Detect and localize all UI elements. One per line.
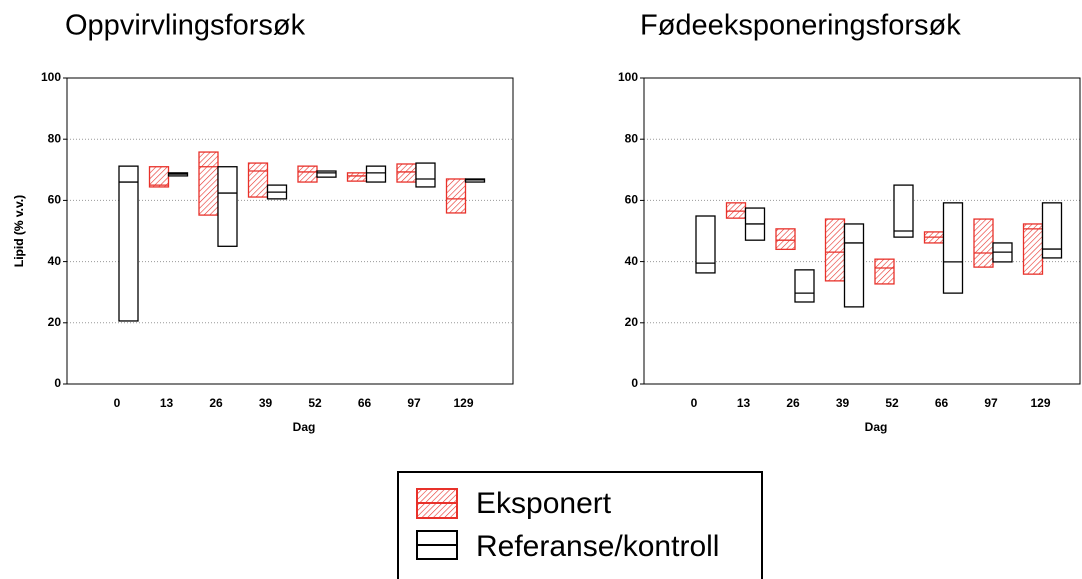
y-tick-label: 20 bbox=[48, 315, 62, 329]
range-box bbox=[843, 223, 865, 308]
range-box bbox=[415, 162, 436, 188]
x-tick-label: 13 bbox=[737, 396, 751, 410]
y-tick-label: 0 bbox=[631, 376, 638, 390]
legend-label: Eksponert bbox=[476, 487, 612, 520]
plot-frame bbox=[643, 77, 1081, 385]
y-axis-label: Lipid (% v.v.) bbox=[12, 195, 26, 267]
y-axis-label: Lipid (% v.v.) bbox=[12, 195, 26, 267]
range-box bbox=[148, 166, 170, 188]
range-box bbox=[775, 228, 796, 251]
x-tick-label: 129 bbox=[453, 396, 473, 410]
y-tick-label: 60 bbox=[625, 193, 639, 207]
y-tick-label: 80 bbox=[48, 131, 62, 145]
range-box bbox=[346, 172, 368, 182]
y-tick-label: 60 bbox=[48, 193, 62, 207]
chart-title: Oppvirvlingsforsøk bbox=[65, 10, 306, 42]
range-box bbox=[396, 163, 417, 183]
x-axis-label: Dag bbox=[293, 420, 316, 434]
y-tick-label: 100 bbox=[618, 70, 638, 84]
y-tick-label: 100 bbox=[41, 70, 61, 84]
chart-title: Fødeeksponeringsforsøk bbox=[640, 10, 961, 42]
range-box bbox=[1041, 202, 1063, 259]
range-box bbox=[217, 166, 238, 247]
y-tick-label: 40 bbox=[48, 254, 62, 268]
range-box bbox=[445, 178, 467, 214]
range-box bbox=[297, 165, 318, 183]
x-tick-label: 39 bbox=[259, 396, 273, 410]
x-axis-label: Dag bbox=[865, 420, 888, 434]
x-tick-label: 13 bbox=[160, 396, 174, 410]
x-tick-label: 26 bbox=[209, 396, 223, 410]
y-tick-label: 80 bbox=[625, 131, 639, 145]
range-box bbox=[942, 202, 964, 294]
x-tick-label: 129 bbox=[1030, 396, 1050, 410]
range-box bbox=[874, 258, 895, 285]
range-box bbox=[118, 165, 139, 322]
range-box bbox=[695, 215, 716, 274]
x-tick-label: 97 bbox=[984, 396, 998, 410]
x-tick-label: 52 bbox=[308, 396, 322, 410]
range-box bbox=[365, 165, 387, 183]
plot-frame bbox=[66, 77, 514, 385]
range-box bbox=[247, 162, 269, 198]
x-tick-label: 0 bbox=[114, 396, 121, 410]
x-tick-label: 39 bbox=[836, 396, 850, 410]
y-tick-label: 0 bbox=[54, 376, 61, 390]
x-tick-label: 0 bbox=[691, 396, 698, 410]
range-box bbox=[316, 170, 337, 178]
x-tick-label: 97 bbox=[407, 396, 421, 410]
range-box bbox=[973, 218, 994, 268]
x-tick-label: 66 bbox=[358, 396, 372, 410]
x-tick-label: 26 bbox=[786, 396, 800, 410]
y-tick-label: 20 bbox=[625, 315, 639, 329]
y-tick-label: 40 bbox=[625, 254, 639, 268]
range-box bbox=[1022, 223, 1044, 275]
range-box bbox=[824, 218, 846, 282]
x-tick-label: 66 bbox=[935, 396, 949, 410]
range-box bbox=[794, 269, 815, 303]
range-box bbox=[893, 184, 914, 238]
legend-label: Referanse/kontroll bbox=[476, 530, 719, 563]
range-box bbox=[198, 151, 219, 216]
x-tick-label: 52 bbox=[885, 396, 899, 410]
legend-box bbox=[397, 471, 763, 579]
